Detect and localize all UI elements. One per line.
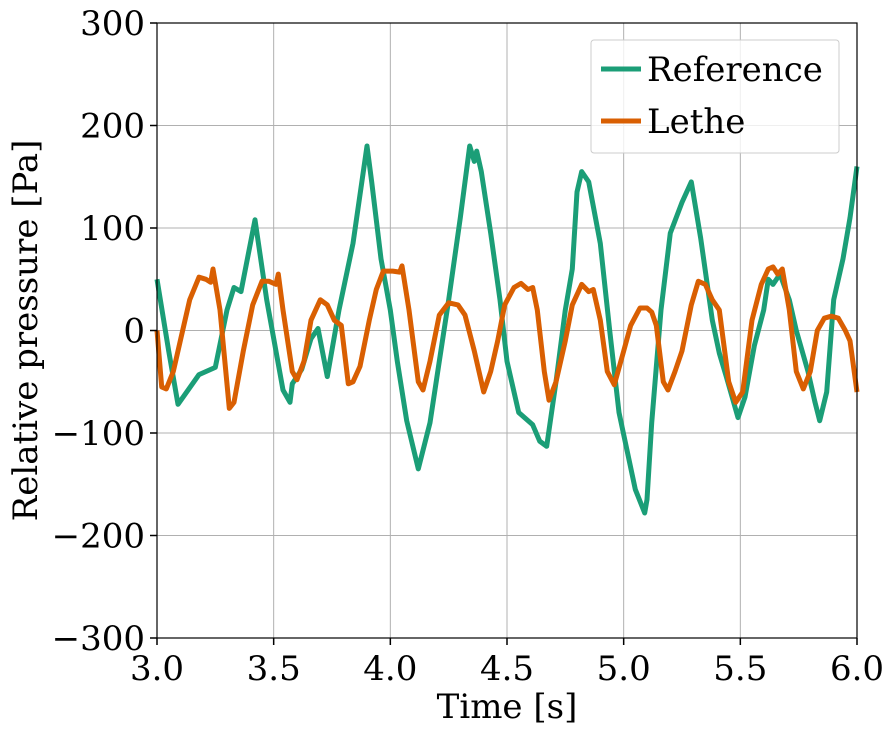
- legend: Reference Lethe: [590, 39, 840, 154]
- y-tick-label: 0: [123, 312, 145, 352]
- x-tick-label: 3.5: [247, 649, 301, 689]
- ticks: 3.0 3.5 4.0 4.5 5.0 5.5 6.0 300 200 100 0 −100 −200 −…: [52, 4, 884, 689]
- y-tick-label: −200: [52, 517, 145, 557]
- x-tick-label: 5.5: [713, 649, 767, 689]
- y-tick-label: −100: [52, 414, 145, 454]
- x-axis-title: Time [s]: [437, 687, 578, 727]
- y-tick-label: −300: [52, 619, 145, 659]
- series-group: [154, 143, 860, 516]
- y-tick-label: 300: [80, 4, 145, 44]
- x-tick-label: 5.0: [597, 649, 651, 689]
- legend-label-lethe: Lethe: [647, 102, 745, 142]
- series-line-lethe: [154, 263, 860, 411]
- legend-box: [590, 39, 840, 154]
- y-axis-title: Relative pressure [Pa]: [6, 140, 46, 522]
- x-tick-label: 6.0: [830, 649, 884, 689]
- y-tick-label: 200: [80, 107, 145, 147]
- x-tick-label: 3.0: [130, 649, 184, 689]
- y-tick-label: 100: [80, 209, 145, 249]
- legend-label-reference: Reference: [647, 50, 823, 90]
- x-tick-label: 4.0: [363, 649, 417, 689]
- x-tick-label: 4.5: [480, 649, 534, 689]
